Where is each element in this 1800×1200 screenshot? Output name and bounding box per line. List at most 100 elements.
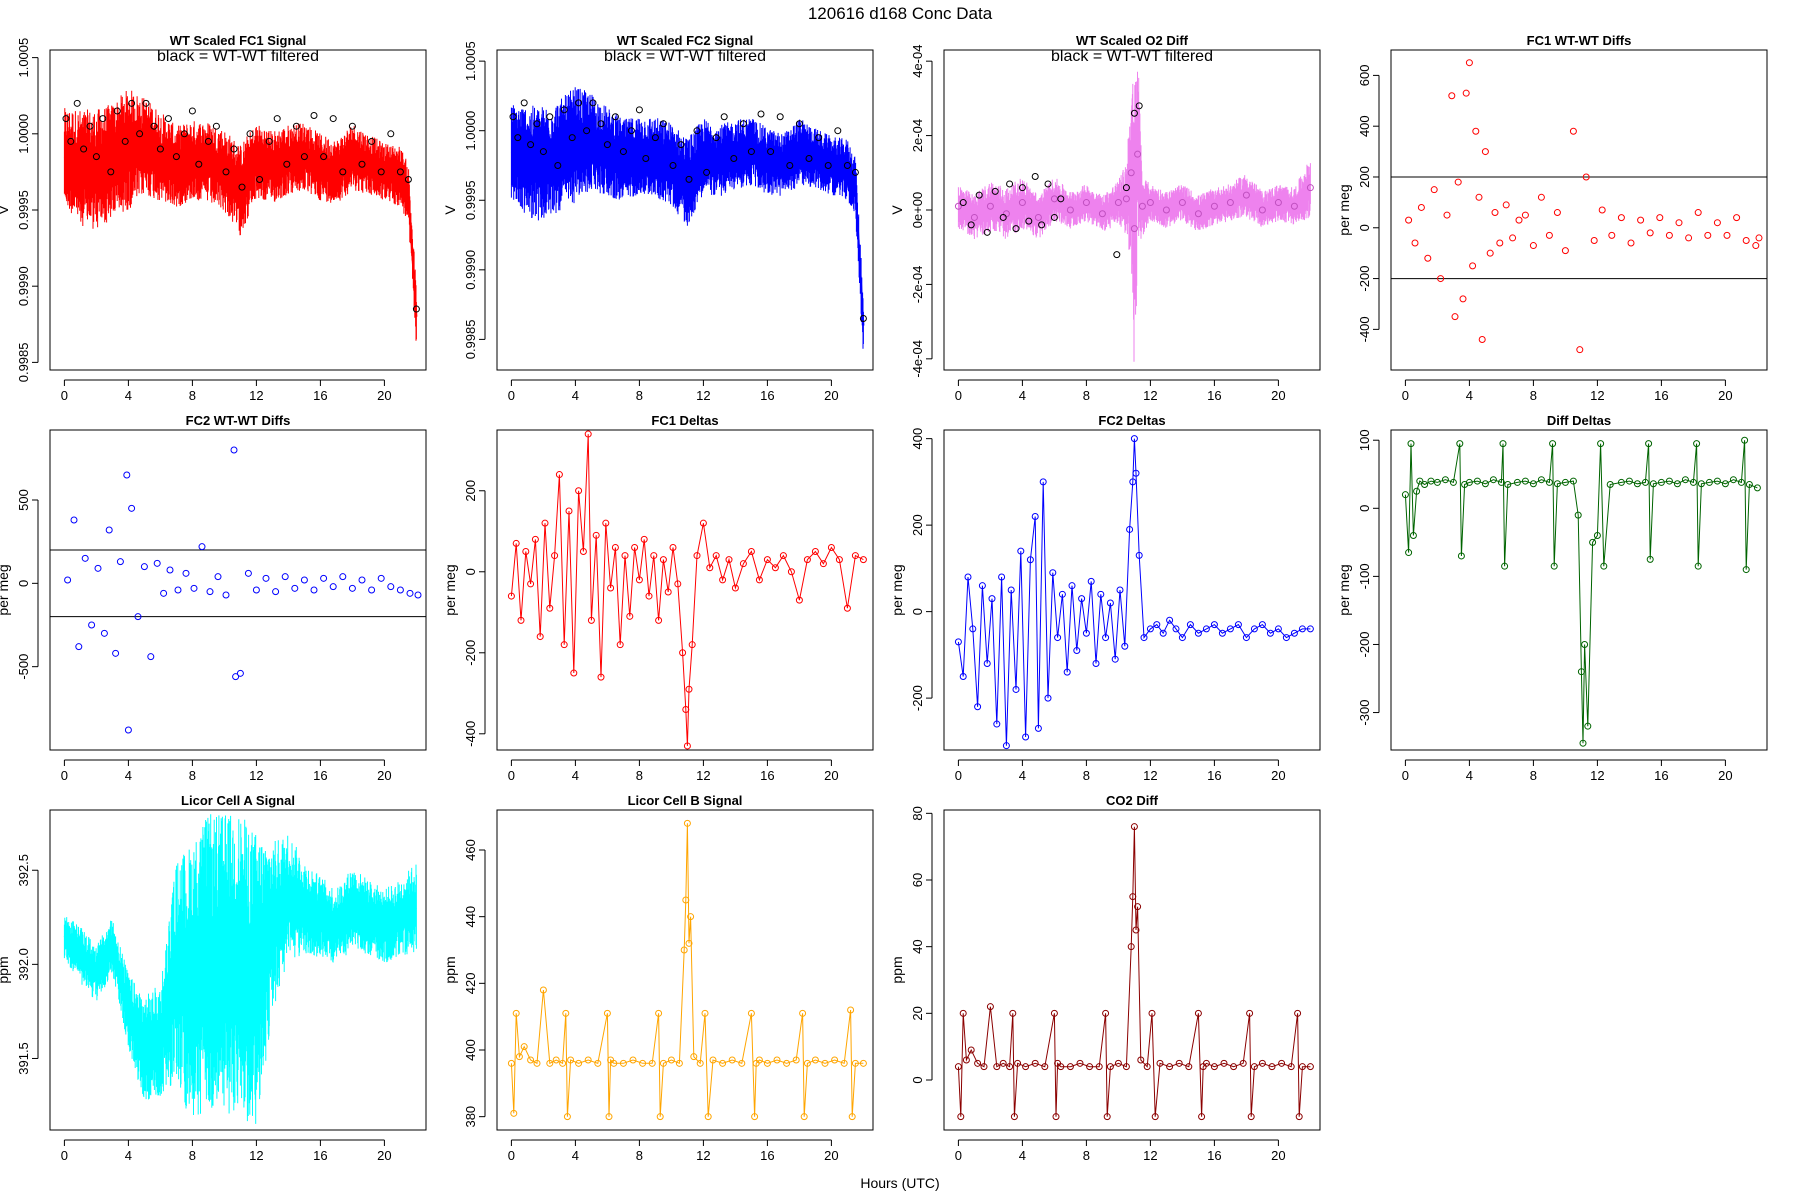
- data-point: [805, 155, 813, 163]
- data-point: [683, 742, 691, 750]
- data-point: [704, 1113, 712, 1121]
- y-tick-label: 600: [1357, 65, 1372, 87]
- y-tick-label: 380: [463, 1106, 478, 1128]
- data-point: [1298, 1063, 1306, 1071]
- data-point: [685, 175, 693, 183]
- data-point: [147, 653, 155, 661]
- data-point: [1031, 173, 1039, 181]
- series-fc1-deltas: [507, 430, 867, 750]
- data-point: [510, 1109, 518, 1117]
- data-point: [592, 531, 600, 539]
- plot-area: [50, 446, 426, 734]
- data-point: [1068, 582, 1076, 590]
- y-tick-label: 392.5: [16, 854, 31, 887]
- data-point: [959, 672, 967, 680]
- data-point: [222, 591, 230, 599]
- data-point: [1424, 254, 1432, 262]
- panel-title: FC1 WT-WT Diffs: [1527, 33, 1632, 48]
- series-line: [957, 826, 1311, 1117]
- data-point: [843, 604, 851, 612]
- data-point: [1504, 480, 1512, 488]
- data-point: [1278, 1059, 1286, 1067]
- data-point: [819, 560, 827, 568]
- y-tick-label: 1.0005: [463, 41, 478, 81]
- signal-trend-line: [957, 154, 1312, 229]
- data-point: [539, 986, 547, 994]
- data-point: [1589, 538, 1597, 546]
- data-point: [153, 559, 161, 567]
- data-point: [1082, 629, 1090, 637]
- data-point: [607, 584, 615, 592]
- data-point: [1012, 685, 1020, 693]
- data-point: [747, 548, 755, 556]
- data-point: [180, 130, 188, 138]
- data-point: [562, 1009, 570, 1017]
- y-tick-label: 4e-04: [910, 45, 925, 78]
- data-point: [1210, 202, 1218, 210]
- data-point: [1127, 943, 1135, 951]
- x-tick-label: 16: [313, 768, 327, 783]
- data-point: [1561, 478, 1569, 486]
- data-point: [993, 1063, 1001, 1071]
- data-point: [377, 168, 385, 176]
- y-axis-title: per meg: [1336, 564, 1352, 615]
- data-point: [751, 1113, 759, 1121]
- data-point: [1044, 694, 1052, 702]
- data-point: [1162, 206, 1170, 214]
- y-tick-label: 460: [463, 839, 478, 861]
- data-point: [1002, 742, 1010, 750]
- signal-trace: [510, 87, 864, 349]
- data-point: [517, 616, 525, 624]
- data-point: [975, 191, 983, 199]
- data-point: [329, 115, 337, 123]
- y-tick-label: -100: [1357, 563, 1372, 589]
- data-point: [1250, 625, 1258, 633]
- data-point: [531, 535, 539, 543]
- data-point: [1579, 739, 1587, 747]
- data-point: [339, 168, 347, 176]
- data-point: [755, 1056, 763, 1064]
- panel-title: Diff Deltas: [1547, 413, 1611, 428]
- plot-frame: [1390, 429, 1768, 751]
- x-tick-label: 12: [249, 388, 263, 403]
- data-point: [1106, 599, 1114, 607]
- data-point: [611, 543, 619, 551]
- data-point: [575, 487, 583, 495]
- y-tick-label: 60: [910, 873, 925, 887]
- data-point: [642, 155, 650, 163]
- x-tick-label: 8: [636, 768, 643, 783]
- x-tick-label: 16: [760, 768, 774, 783]
- y-tick-label: 0: [1357, 505, 1372, 512]
- y-axis-title: per meg: [442, 564, 458, 615]
- data-point: [690, 1053, 698, 1061]
- y-tick-label: 0: [910, 608, 925, 615]
- data-point: [851, 552, 859, 560]
- data-point: [1481, 148, 1489, 156]
- x-tick-label: 4: [125, 768, 132, 783]
- y-tick-label: -2e-04: [910, 266, 925, 304]
- data-point: [1130, 109, 1138, 117]
- x-tick-label: 0: [1402, 388, 1409, 403]
- data-point: [1114, 1059, 1122, 1067]
- data-point: [1597, 440, 1605, 448]
- data-point: [1210, 621, 1218, 629]
- data-point: [412, 305, 420, 313]
- plot-area: [954, 823, 1314, 1121]
- data-point: [1401, 491, 1409, 499]
- data-point: [656, 1113, 664, 1121]
- y-tick-label: 0.9995: [16, 190, 31, 230]
- data-point: [1066, 206, 1074, 214]
- legend-annotation: black = WT-WT filtered: [604, 48, 766, 65]
- data-point: [1298, 625, 1306, 633]
- data-point: [1501, 562, 1509, 570]
- data-point: [1172, 625, 1180, 633]
- data-point: [803, 1059, 811, 1067]
- data-point: [1502, 201, 1510, 209]
- plot-area: [509, 87, 867, 349]
- x-tick-label: 20: [1271, 388, 1285, 403]
- data-point: [675, 1059, 683, 1067]
- data-point: [655, 1009, 663, 1017]
- data-point: [1258, 206, 1266, 214]
- data-point: [1103, 1113, 1111, 1121]
- data-point: [1007, 586, 1015, 594]
